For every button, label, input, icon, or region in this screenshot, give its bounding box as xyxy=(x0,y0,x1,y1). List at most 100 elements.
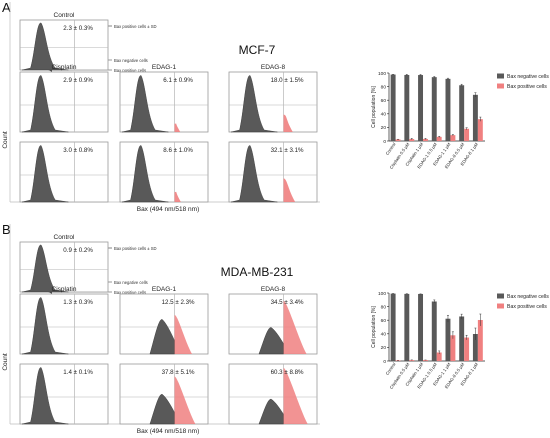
bar-positive xyxy=(436,352,442,361)
y-tick-label: 80 xyxy=(381,84,387,90)
bar-negative xyxy=(445,318,451,361)
y-tick-label: 100 xyxy=(378,291,386,297)
bax-positive-percent: 37.8 ± 5.1% xyxy=(162,369,195,376)
legend-label: Bax positive cells xyxy=(507,84,547,90)
plot-title: Cisplatin xyxy=(52,286,77,293)
bar-positive xyxy=(395,139,401,141)
y-tick-label: 40 xyxy=(381,332,387,338)
cell-line-title: MCF-7 xyxy=(239,43,276,57)
y-tick-label: 100 xyxy=(378,71,386,77)
control-histogram: Control 2.3 ± 0.3% xyxy=(19,12,109,71)
treatment-histogram: 1.4 ± 0.1% xyxy=(19,363,109,425)
panel-letter: B xyxy=(2,222,11,237)
legend-swatch xyxy=(497,303,504,309)
bar-positive xyxy=(423,138,428,141)
bar-positive xyxy=(409,360,415,361)
bax-positive-histogram xyxy=(283,367,308,424)
plot-title: Control xyxy=(54,234,76,241)
y-tick-label: 0 xyxy=(383,139,386,145)
legend-swatch xyxy=(497,73,504,79)
bax-negative-histogram xyxy=(21,145,69,203)
bar-negative xyxy=(390,74,396,141)
bax-positive-percent: 0.9 ± 0.2% xyxy=(63,247,93,254)
bax-negative-histogram xyxy=(21,244,69,293)
treatment-histogram: EDAG-1 6.1 ± 0.9% xyxy=(119,64,209,133)
annotation-label: Bax positive cells ± SD xyxy=(114,246,157,251)
treatment-histogram: 60.3 ± 8.8% xyxy=(228,363,318,425)
annotation-label: Bax positive cells xyxy=(114,290,146,295)
plot-title: Control xyxy=(54,12,76,19)
bax-positive-percent: 34.5 ± 3.4% xyxy=(271,299,304,306)
bar-positive xyxy=(477,319,483,361)
y-axis-label: Count xyxy=(2,353,9,371)
bax-negative-histogram xyxy=(21,22,69,71)
annotation-label: Bax negative cells xyxy=(114,280,148,285)
bax-positive-percent: 6.1 ± 0.9% xyxy=(163,77,193,84)
y-axis-title: Cell population [%] xyxy=(371,306,377,348)
treatment-histogram: EDAG-1 12.5 ± 2.3% xyxy=(119,286,209,355)
bar-negative xyxy=(445,78,451,141)
annotation-label: Bax positive cells xyxy=(114,68,146,73)
bar-positive xyxy=(409,139,415,141)
bar-positive xyxy=(464,128,470,141)
bax-positive-percent: 12.5 ± 2.3% xyxy=(162,299,195,306)
bax-negative-histogram xyxy=(21,367,69,425)
bax-negative-histogram xyxy=(230,145,278,203)
plot-title: EDAG-8 xyxy=(261,286,286,293)
bax-positive-percent: 1.3 ± 0.3% xyxy=(63,299,93,306)
y-tick-label: 20 xyxy=(381,345,387,351)
plot-title: EDAG-1 xyxy=(152,286,177,293)
annotation-label: Bax positive cells ± SD xyxy=(114,24,157,29)
bax-positive-percent: 18.0 ± 1.5% xyxy=(271,77,304,84)
cell-line-title: MDA-MB-231 xyxy=(221,265,294,279)
bax-positive-percent: 2.3 ± 0.3% xyxy=(63,25,93,32)
annotation-label: Bax negative cells xyxy=(114,58,148,63)
x-axis-label: Bax (494 nm/518 nm) xyxy=(137,206,200,213)
x-tick-label: Control xyxy=(385,362,397,376)
bar-negative xyxy=(404,74,410,141)
bax-positive-percent: 60.3 ± 8.8% xyxy=(271,369,304,376)
bax-negative-histogram xyxy=(149,394,175,425)
bar-positive xyxy=(395,360,401,361)
x-tick-label: Control xyxy=(385,142,397,156)
bar-negative xyxy=(459,85,465,141)
bax-positive-histogram xyxy=(174,315,193,354)
bar-negative xyxy=(431,301,437,361)
plot-title: EDAG-1 xyxy=(152,64,177,71)
bax-positive-percent: 8.6 ± 1.0% xyxy=(163,147,193,154)
y-tick-label: 20 xyxy=(381,125,387,131)
treatment-histogram: EDAG-8 18.0 ± 1.5% xyxy=(228,64,318,133)
bar-positive xyxy=(450,335,456,361)
bar-positive xyxy=(450,135,456,141)
bar-negative xyxy=(390,293,396,361)
bar-negative xyxy=(459,316,465,361)
bax-negative-histogram xyxy=(21,75,69,133)
bar-negative xyxy=(418,75,424,141)
legend-label: Bax negative cells xyxy=(507,74,549,80)
bax-negative-histogram xyxy=(258,327,284,355)
bax-negative-histogram xyxy=(258,398,284,425)
y-tick-label: 80 xyxy=(381,304,387,310)
bax-positive-histogram xyxy=(174,376,196,424)
treatment-histogram: 8.6 ± 1.0% xyxy=(119,141,209,203)
y-tick-label: 40 xyxy=(381,112,387,118)
bar-positive xyxy=(477,119,483,141)
bax-positive-histogram xyxy=(174,123,181,132)
legend-swatch xyxy=(497,83,504,89)
bax-negative-histogram xyxy=(121,75,169,133)
y-tick-label: 60 xyxy=(381,318,387,324)
legend-label: Bax positive cells xyxy=(507,304,547,310)
treatment-histogram: Cisplatin 1.3 ± 0.3% xyxy=(19,286,109,355)
legend-label: Bax negative cells xyxy=(507,294,549,300)
y-axis-title: Cell population [%] xyxy=(371,86,377,128)
plot-title: Cisplatin xyxy=(52,64,77,71)
bax-positive-histogram xyxy=(283,178,296,202)
bax-positive-histogram xyxy=(283,300,307,354)
x-axis-label: Bax (494 nm/518 nm) xyxy=(137,428,200,435)
y-tick-label: 60 xyxy=(381,98,387,104)
bax-negative-histogram xyxy=(121,145,169,203)
bax-positive-percent: 32.1 ± 3.1% xyxy=(271,147,304,154)
